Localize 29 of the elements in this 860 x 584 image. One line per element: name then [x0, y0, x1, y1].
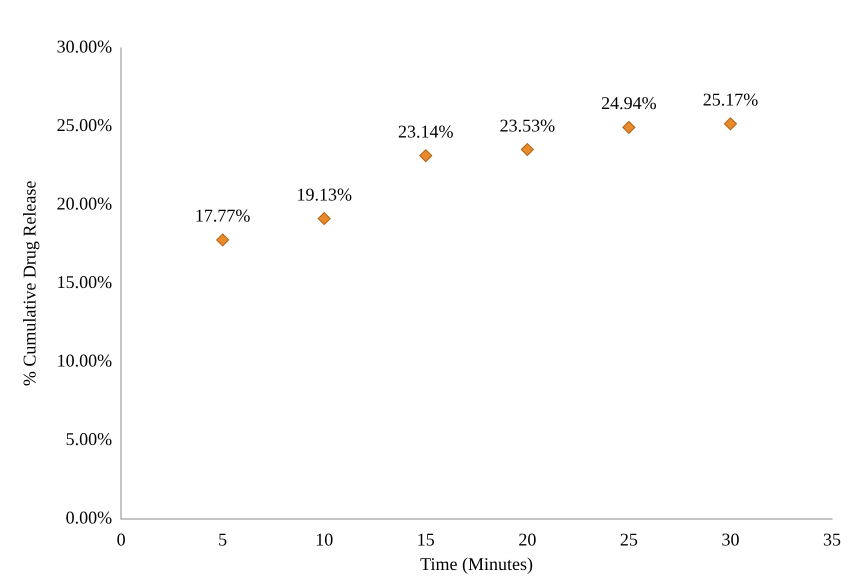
data-label: 19.13%	[296, 184, 352, 204]
x-tick-label: 10	[315, 529, 334, 550]
y-axis-title: % Cumulative Drug Release	[20, 180, 40, 386]
x-tick-label: 30	[721, 529, 740, 550]
x-tick-label: 5	[218, 529, 228, 550]
point	[216, 233, 230, 246]
y-tick-label: 5.00%	[66, 429, 112, 450]
y-tick-label: 15.00%	[56, 272, 112, 292]
data-label: 25.17%	[702, 90, 758, 110]
data-label: 23.53%	[500, 115, 556, 136]
point	[724, 117, 737, 130]
y-tick-label: 10.00%	[56, 350, 112, 371]
point	[622, 120, 636, 134]
point	[318, 212, 331, 226]
y-tick-label: 25.00%	[56, 115, 112, 136]
x-tick-label: 20	[518, 529, 536, 550]
x-axis-title: Time (Minutes)	[420, 554, 533, 574]
data-label: 17.77%	[194, 206, 250, 226]
point	[520, 143, 534, 156]
y-tick-label: 0.00%	[66, 508, 112, 528]
data-label: 23.14%	[398, 121, 454, 142]
x-tick-label: 35	[823, 529, 841, 550]
point	[419, 149, 432, 162]
x-tick-label: 25	[620, 529, 638, 550]
data-label: 24.94%	[601, 93, 657, 114]
x-tick-label: 0	[116, 529, 126, 550]
y-tick-label: 30.00%	[56, 36, 112, 57]
y-tick-label: 20.00%	[56, 194, 112, 214]
x-tick-label: 15	[416, 529, 435, 550]
